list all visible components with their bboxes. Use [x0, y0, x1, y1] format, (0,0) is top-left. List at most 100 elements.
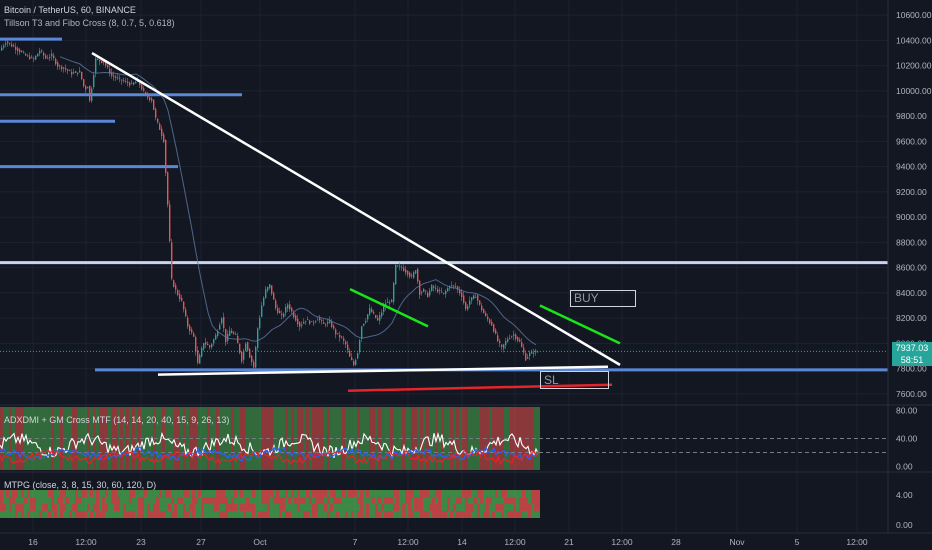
mtpg-cell — [114, 511, 117, 518]
sl-label-box: SL — [540, 371, 609, 389]
mtpg-cell — [39, 504, 42, 511]
mtpg-cell — [216, 497, 219, 504]
mtpg-cell — [501, 511, 504, 518]
mtpg-cell — [459, 504, 462, 511]
mtpg-cell — [0, 511, 3, 518]
candle-body — [151, 98, 153, 101]
mtpg-cell — [471, 511, 474, 518]
mtpg-cell — [375, 504, 378, 511]
mtpg-cell — [414, 497, 417, 504]
mtpg-cell — [117, 504, 120, 511]
mtpg-cell — [6, 490, 9, 497]
candle-body — [263, 297, 265, 306]
adx-bg-bar — [537, 407, 540, 470]
candle-body — [195, 337, 197, 352]
time-tick-label: Oct — [253, 537, 267, 547]
candle-body — [155, 109, 157, 118]
mtpg-cell — [237, 511, 240, 518]
candle-body — [425, 290, 427, 292]
mtpg-cell — [201, 511, 204, 518]
mtpg-cell — [351, 490, 354, 497]
mtpg-cell — [150, 504, 153, 511]
price-tick-label: 8200.00 — [896, 313, 927, 323]
mtpg-cell — [477, 511, 480, 518]
mtpg-cell — [516, 497, 519, 504]
mtpg-cell — [0, 504, 3, 511]
mtpg-cell — [261, 497, 264, 504]
mtpg-cell — [237, 497, 240, 504]
mtpg-cell — [0, 497, 3, 504]
adx-bg-bar — [297, 407, 300, 470]
mtpg-cell — [231, 504, 234, 511]
mtpg-cell — [456, 511, 459, 518]
mtpg-cell — [192, 497, 195, 504]
mtpg-cell — [96, 511, 99, 518]
mtpg-cell — [93, 497, 96, 504]
adx-bg-bar — [255, 407, 258, 470]
mtpg-cell — [255, 504, 258, 511]
mtpg-cell — [489, 497, 492, 504]
mtpg-cell — [327, 504, 330, 511]
candle-body — [513, 334, 515, 336]
mtpg-cell — [258, 490, 261, 497]
mtpg-cell — [3, 497, 6, 504]
mtpg-cell — [81, 504, 84, 511]
mtpg-cell — [222, 490, 225, 497]
candle-body — [259, 317, 261, 329]
price-tick-label: 10200.00 — [896, 61, 932, 71]
mtpg-cell — [333, 511, 336, 518]
mtpg-cell — [384, 504, 387, 511]
candle-body — [185, 309, 187, 316]
mtpg-cell — [243, 511, 246, 518]
mtpg-cell — [9, 490, 12, 497]
mtpg-cell — [441, 504, 444, 511]
mtpg-cell — [189, 504, 192, 511]
price-tick-label: 9200.00 — [896, 187, 927, 197]
candle-body — [141, 84, 143, 90]
candle-body — [499, 340, 501, 343]
mtpg-cell — [339, 511, 342, 518]
mtpg-cell — [36, 511, 39, 518]
mtpg-cell — [513, 504, 516, 511]
adx-bg-bar — [165, 407, 168, 470]
adx-bg-bar — [495, 407, 498, 470]
adx-bg-bar — [291, 407, 294, 470]
adx-bg-bar — [207, 407, 210, 470]
mtpg-cell — [417, 497, 420, 504]
mtpg-cell — [309, 497, 312, 504]
mtpg-cell — [510, 490, 513, 497]
mtpg-cell — [294, 490, 297, 497]
mtpg-cell — [468, 511, 471, 518]
mtpg-cell — [21, 504, 24, 511]
time-tick-label: 12:00 — [504, 537, 526, 547]
mtpg-cell — [204, 511, 207, 518]
candle-body — [519, 339, 521, 342]
mtpg-cell — [84, 511, 87, 518]
adx-bg-bar — [192, 407, 195, 470]
mtpg-cell — [525, 497, 528, 504]
mtpg-cell — [324, 504, 327, 511]
mtpg-cell — [474, 490, 477, 497]
candle-body — [365, 320, 367, 323]
mtpg-cell — [438, 497, 441, 504]
mtpg-cell — [309, 490, 312, 497]
mtpg-cell — [528, 504, 531, 511]
candle-body — [477, 295, 479, 301]
mtpg-cell — [366, 490, 369, 497]
mtpg-cell — [480, 504, 483, 511]
candle-body — [449, 286, 451, 289]
mtpg-cell — [60, 497, 63, 504]
mtpg-cell — [165, 504, 168, 511]
candle-body — [45, 55, 47, 59]
candle-body — [159, 123, 161, 130]
mtpg-cell — [18, 497, 21, 504]
mtpg-cell — [396, 490, 399, 497]
candle-body — [275, 300, 277, 309]
mtpg-cell — [480, 511, 483, 518]
mtpg-cell — [186, 504, 189, 511]
candle-body — [423, 288, 425, 292]
candle-body — [241, 351, 243, 362]
candle-body — [395, 264, 397, 285]
mtpg-cell — [63, 504, 66, 511]
